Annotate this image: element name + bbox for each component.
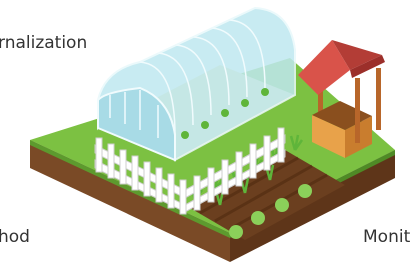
- label: Monit: [363, 227, 411, 247]
- label: rnalization: [0, 33, 87, 53]
- label: hod: [0, 227, 30, 247]
- scene: rnalization hod Monit: [0, 0, 420, 279]
